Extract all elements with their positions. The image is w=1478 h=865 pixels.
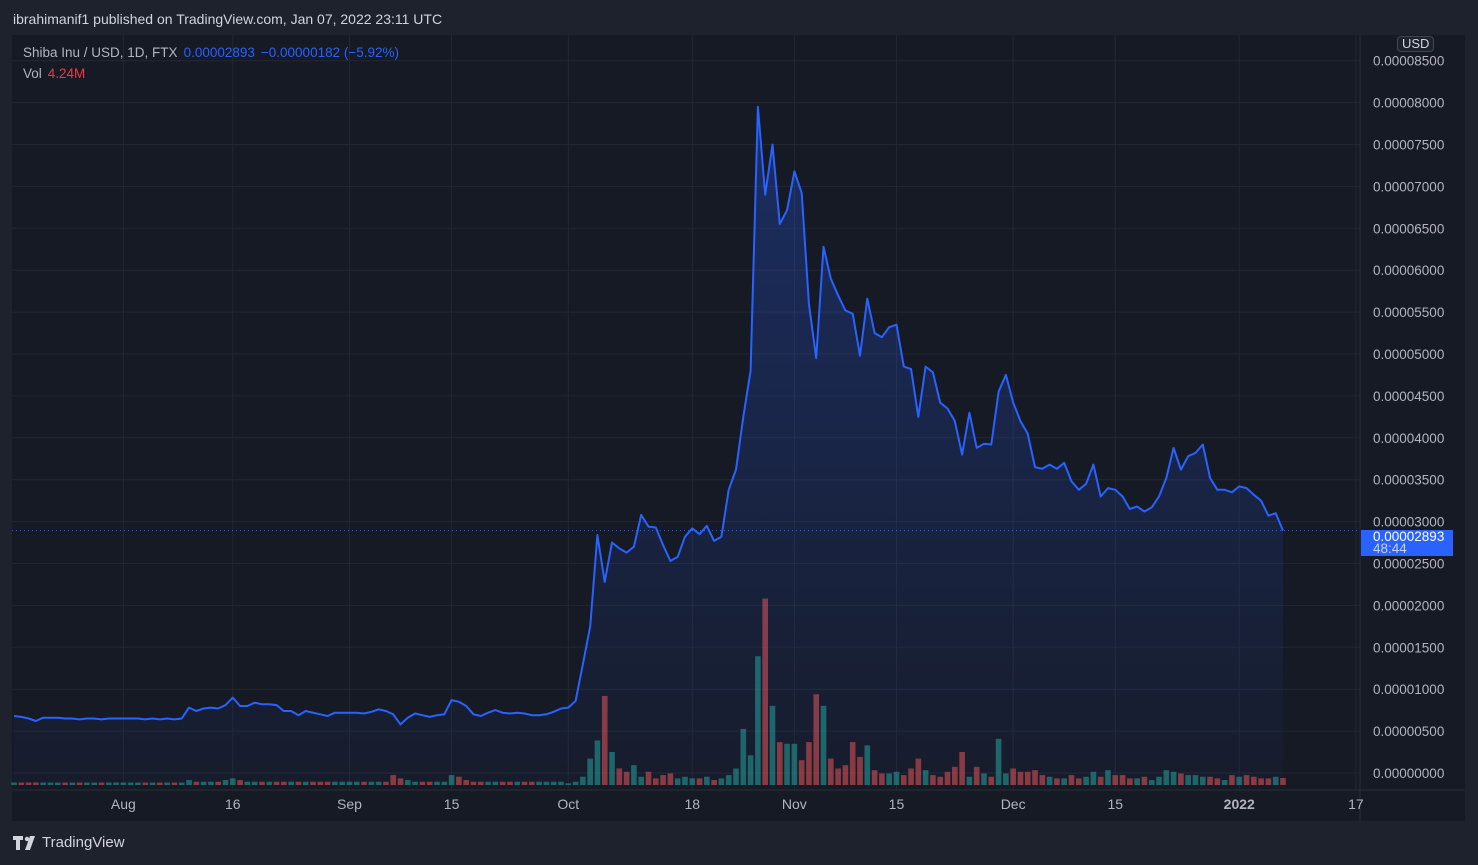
- x-tick-label: 15: [1107, 796, 1123, 812]
- price-axis[interactable]: 0.00000000 0.00000500 0.00001000 0.00001500…: [1373, 54, 1444, 781]
- price-area: [14, 106, 1283, 786]
- last-price-badge: 0.00002893 48:44: [1361, 530, 1453, 556]
- y-tick-label: 0.00003000: [1373, 515, 1444, 530]
- last-price-label: 0.00002893: [1373, 529, 1445, 544]
- price-change: −0.00000182 (−5.92%): [260, 45, 400, 60]
- x-tick-label: Aug: [111, 796, 136, 812]
- x-tick-label: 15: [444, 796, 460, 812]
- brand-name: TradingView: [42, 834, 125, 851]
- volume-label[interactable]: Vol: [23, 66, 42, 81]
- x-tick-label: Oct: [557, 796, 579, 812]
- tradingview-logo-icon: [13, 835, 35, 850]
- y-tick-label: 0.00006500: [1373, 221, 1444, 236]
- x-tick-label: 18: [684, 796, 700, 812]
- time-axis[interactable]: Aug 16 Sep 15 Oct 18 Nov 15 Dec 15 2022 17: [111, 796, 1364, 812]
- volume-legend: Vol 4.24M: [23, 66, 85, 81]
- publish-info: ibrahimanif1 published on TradingView.co…: [13, 11, 443, 27]
- y-tick-label: 0.00002000: [1373, 598, 1444, 613]
- y-tick-label: 0.00000500: [1373, 724, 1444, 739]
- symbol-legend: Shiba Inu / USD, 1D, FTX 0.00002893 −0.000…: [23, 45, 399, 60]
- y-tick-label: 0.00007000: [1373, 179, 1444, 194]
- x-tick-label: 17: [1348, 796, 1364, 812]
- y-tick-label: 0.00001500: [1373, 640, 1444, 655]
- y-tick-label: 0.00006000: [1373, 263, 1444, 278]
- last-price: 0.00002893: [183, 45, 255, 60]
- y-tick-label: 0.00008500: [1373, 54, 1444, 69]
- x-tick-label: Dec: [1001, 796, 1026, 812]
- x-tick-label: 2022: [1224, 796, 1255, 812]
- y-tick-label: 0.00000000: [1373, 766, 1444, 781]
- x-tick-label: 15: [889, 796, 905, 812]
- bar-countdown: 48:44: [1373, 541, 1407, 556]
- y-tick-label: 0.00003500: [1373, 473, 1444, 488]
- currency-button[interactable]: USD: [1397, 36, 1435, 52]
- tradingview-logo[interactable]: TradingView: [13, 834, 125, 851]
- x-tick-label: 16: [225, 796, 241, 812]
- volume-value: 4.24M: [47, 66, 86, 81]
- y-tick-label: 0.00002500: [1373, 557, 1444, 572]
- x-tick-label: Nov: [782, 796, 807, 812]
- x-tick-label: Sep: [337, 796, 362, 812]
- y-tick-label: 0.00004500: [1373, 389, 1444, 404]
- y-tick-label: 0.00001000: [1373, 682, 1444, 697]
- price-line: [13, 105, 1284, 726]
- y-tick-label: 0.00005000: [1373, 347, 1444, 362]
- y-tick-label: 0.00005500: [1373, 305, 1444, 320]
- y-tick-label: 0.00008000: [1373, 96, 1444, 111]
- y-tick-label: 0.00004000: [1373, 431, 1444, 446]
- y-tick-label: 0.00007500: [1373, 138, 1444, 153]
- symbol-name[interactable]: Shiba Inu / USD, 1D, FTX: [23, 45, 178, 60]
